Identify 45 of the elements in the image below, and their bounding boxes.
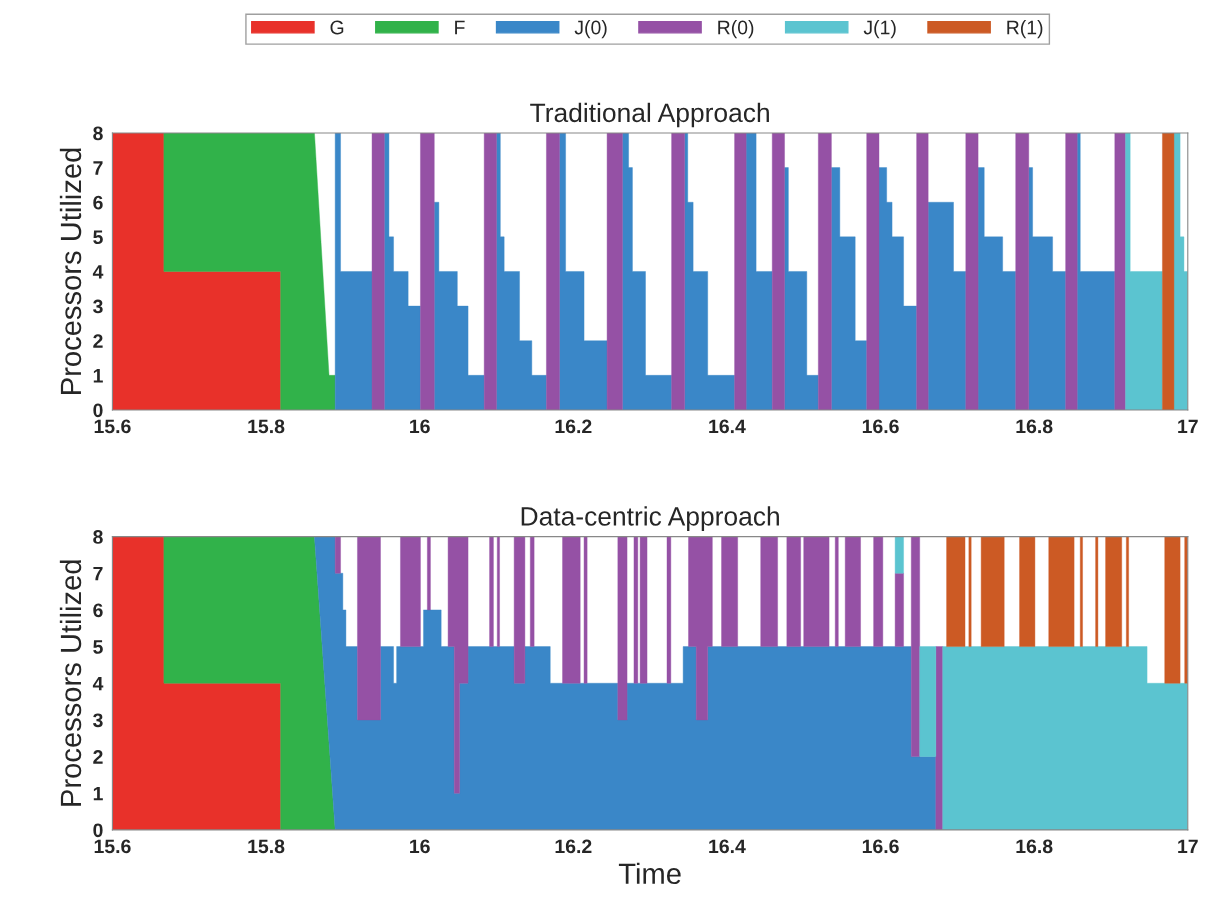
y-tick-label: 3 [93, 713, 103, 728]
x-tick-label: 15.6 [94, 419, 131, 434]
y-tick-label: 5 [93, 230, 103, 245]
legend-label: G [330, 20, 344, 35]
y-tick-label: 5 [93, 640, 103, 654]
y-tick-label: 8 [93, 126, 103, 141]
x-tick-label: 16.6 [862, 419, 899, 434]
x-tick-label: 15.8 [248, 839, 285, 854]
x-tick-label: 16 [410, 419, 430, 434]
legend-label: J(1) [863, 20, 896, 39]
y-tick-label: 6 [93, 195, 103, 210]
x-tick-label: 16.8 [1016, 419, 1053, 434]
y-tick-label: 0 [93, 403, 103, 418]
x-axis-title: Time [618, 862, 681, 885]
y-tick-label: 3 [93, 299, 103, 314]
y-tick-label: 8 [93, 530, 103, 544]
y-tick-label: 6 [93, 603, 103, 618]
x-tick-label: 16 [410, 839, 430, 854]
y-tick-label: 7 [93, 566, 103, 581]
y-axis-title: Processors Utilized [59, 148, 82, 394]
x-tick-label: 16.4 [709, 839, 746, 854]
chart-title: Traditional Approach [530, 102, 769, 128]
x-tick-label: 16.2 [555, 839, 592, 854]
legend-label: R(0) [718, 20, 754, 39]
chart-title: Data-centric Approach [521, 506, 779, 531]
y-tick-label: 2 [93, 750, 103, 764]
x-tick-label: 16.6 [862, 839, 899, 854]
y-tick-label: 1 [93, 369, 103, 383]
legend-label: J(0) [574, 20, 607, 39]
x-tick-label: 17 [1178, 839, 1198, 854]
x-tick-label: 16.8 [1016, 839, 1053, 854]
y-tick-label: 2 [93, 334, 103, 348]
legend-label: F [455, 20, 465, 35]
y-tick-label: 7 [93, 161, 103, 175]
y-tick-label: 0 [93, 823, 103, 838]
legend-label: R(1) [1007, 20, 1043, 39]
x-tick-label: 15.6 [94, 839, 131, 854]
y-axis-title: Processors Utilized [59, 560, 82, 806]
x-tick-label: 16.2 [555, 419, 592, 434]
y-tick-label: 4 [92, 265, 104, 279]
x-tick-label: 15.8 [248, 419, 285, 434]
y-tick-label: 4 [92, 676, 104, 691]
y-tick-label: 1 [93, 786, 103, 801]
x-tick-label: 16.4 [709, 419, 746, 434]
x-tick-label: 17 [1178, 419, 1198, 434]
